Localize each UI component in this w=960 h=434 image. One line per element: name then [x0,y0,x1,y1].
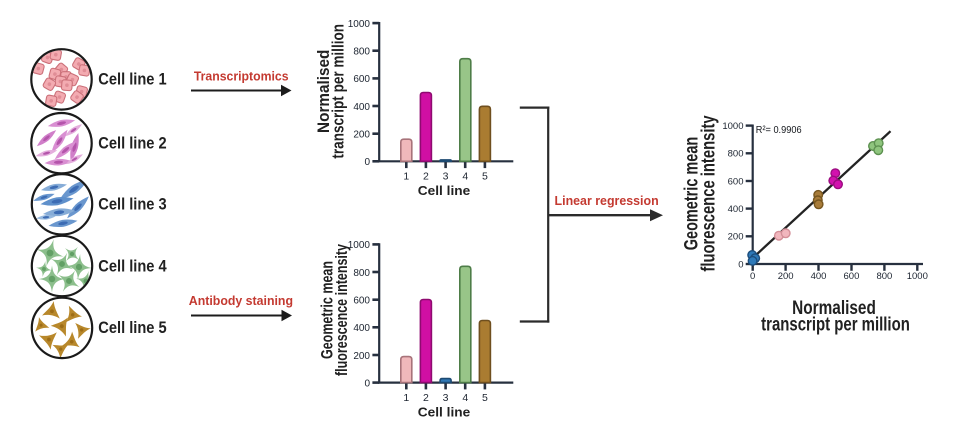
svg-text:0: 0 [738,259,743,270]
svg-text:Cell line 4: Cell line 4 [98,257,167,275]
svg-text:200: 200 [353,129,370,140]
svg-text:1: 1 [403,171,409,183]
svg-text:600: 600 [353,74,370,85]
svg-text:fluorescence intensity: fluorescence intensity [332,244,351,376]
svg-text:3: 3 [443,171,449,183]
svg-text:600: 600 [728,176,744,187]
svg-text:transcript per million: transcript per million [761,314,910,335]
svg-text:600: 600 [353,295,370,306]
svg-text:1: 1 [403,392,409,404]
svg-text:Cell line 2: Cell line 2 [98,135,166,153]
svg-text:800: 800 [353,47,370,58]
svg-text:Cell line 1: Cell line 1 [98,71,166,89]
svg-text:200: 200 [778,271,794,282]
svg-text:800: 800 [728,149,744,160]
svg-text:Normalised: Normalised [314,50,333,133]
svg-text:800: 800 [876,271,892,282]
svg-text:Cell line 3: Cell line 3 [98,196,166,214]
svg-text:1000: 1000 [348,19,371,30]
svg-text:3: 3 [443,392,449,404]
svg-text:5: 5 [482,171,488,183]
svg-text:2: 2 [423,392,429,404]
svg-text:Transcriptomics: Transcriptomics [194,69,289,84]
svg-text:1000: 1000 [348,240,371,251]
svg-text:200: 200 [353,351,370,362]
svg-text:800: 800 [353,268,370,279]
svg-text:400: 400 [353,323,370,334]
svg-text:0: 0 [364,378,370,389]
svg-text:200: 200 [728,232,744,243]
svg-text:4: 4 [462,171,468,183]
svg-text:0: 0 [750,271,755,282]
svg-text:R²= 0.9906: R²= 0.9906 [756,125,802,136]
svg-text:1000: 1000 [907,271,928,282]
svg-text:2: 2 [423,171,429,183]
svg-text:Linear regression: Linear regression [555,193,659,208]
svg-text:Antibody staining: Antibody staining [189,293,293,308]
svg-text:fluorescence intensity: fluorescence intensity [699,115,720,272]
svg-text:Cell line 5: Cell line 5 [98,319,166,337]
svg-text:0: 0 [364,157,370,168]
svg-text:Cell line: Cell line [418,183,470,198]
svg-text:Geometric mean: Geometric mean [682,137,703,251]
svg-text:400: 400 [728,204,744,215]
svg-text:600: 600 [844,271,860,282]
svg-text:Cell line: Cell line [418,404,470,419]
svg-text:Geometric mean: Geometric mean [318,261,337,359]
svg-text:5: 5 [482,392,488,404]
svg-text:1000: 1000 [722,121,743,132]
svg-text:400: 400 [811,271,827,282]
svg-text:Normalised: Normalised [792,298,876,319]
svg-text:400: 400 [353,102,370,113]
svg-text:4: 4 [462,392,468,404]
svg-text:transcript per million: transcript per million [329,24,348,159]
